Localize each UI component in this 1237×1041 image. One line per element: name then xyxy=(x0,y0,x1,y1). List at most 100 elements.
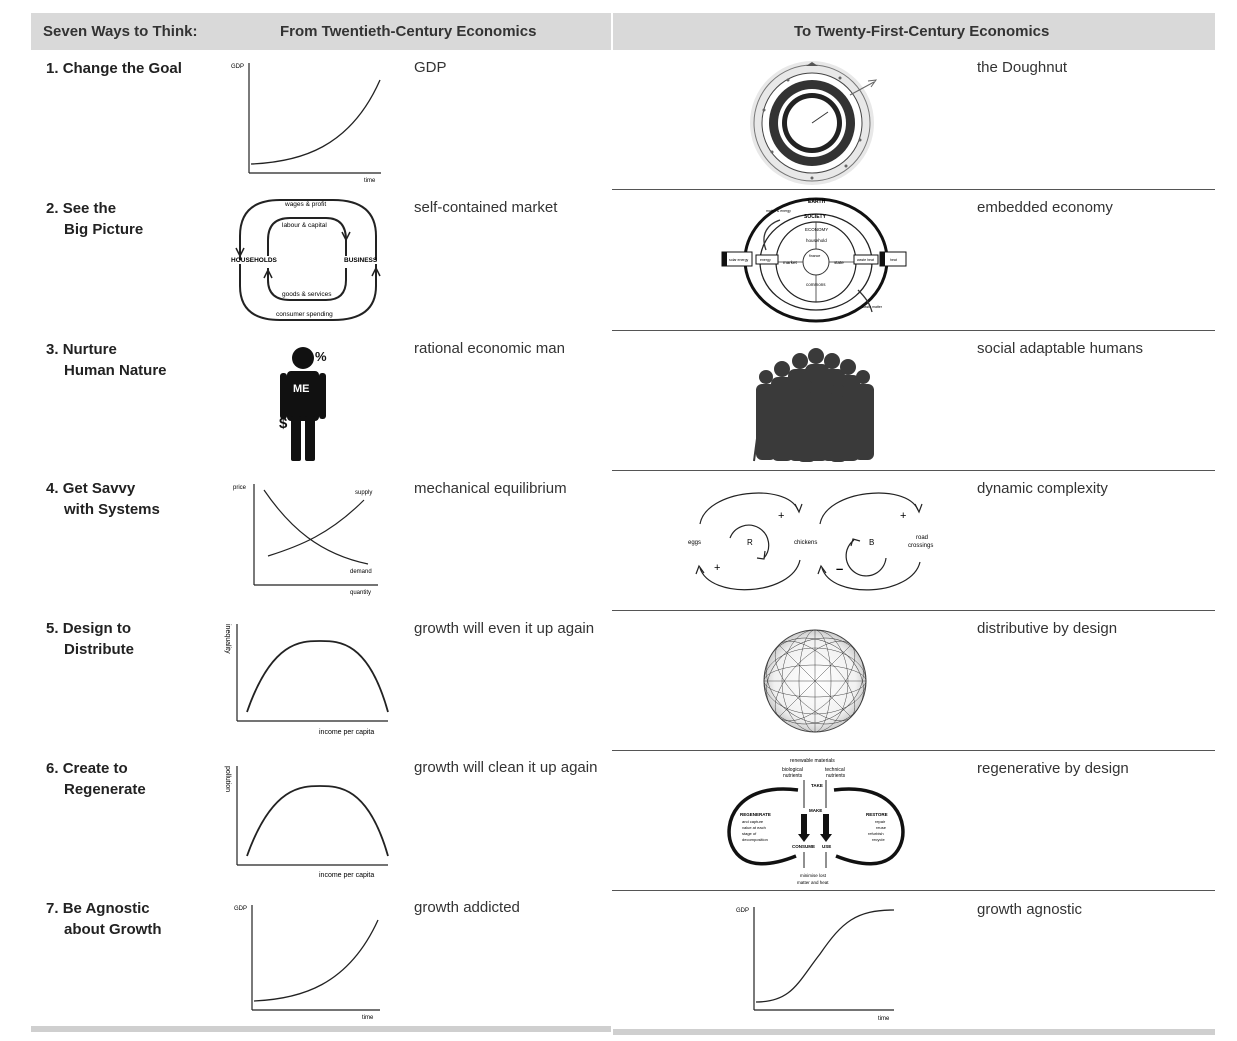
social-humans-crowd xyxy=(753,348,874,462)
gdp-chart-y-label: GDP xyxy=(231,64,244,70)
technical-nutrients-1: technical xyxy=(825,767,845,773)
row-7-new-label: growth agnostic xyxy=(977,901,1083,918)
row-7-title-line1: Be Agnostic xyxy=(62,900,150,917)
row-6-title: 6. Create to Regenerate xyxy=(46,758,146,800)
row-6-title-line2: Regenerate xyxy=(64,781,146,798)
row-5-title-line1: Design to xyxy=(62,620,132,637)
row-3-new-label: social adaptable humans xyxy=(977,340,1143,357)
regenerative-loop-diagram: renewable materials biological nutrients… xyxy=(727,758,905,885)
plus-sign-2: + xyxy=(714,562,720,574)
pollution-axis-label: pollution xyxy=(224,766,231,792)
pollution-curve xyxy=(246,785,389,857)
growth-addicted-curve xyxy=(253,919,379,1002)
row-4-title-line2: with Systems xyxy=(64,501,160,518)
growth-addicted-y-label: GDP xyxy=(234,906,247,912)
row-2-new-label: embedded economy xyxy=(977,199,1113,216)
heat-out-label: heat xyxy=(890,258,897,262)
inner-loop xyxy=(267,217,347,301)
eggs-label: eggs xyxy=(688,540,701,546)
outer-loop xyxy=(239,199,377,321)
row-4-number: 4. xyxy=(46,480,59,497)
row-3-title-line2: Human Nature xyxy=(64,362,167,379)
inequality-kuznets-chart: inequality income per capita xyxy=(224,624,389,736)
households-label: HOUSEHOLDS xyxy=(231,257,278,264)
inequality-x-label: income per capita xyxy=(319,729,374,736)
header-twentieth-century: From Twentieth-Century Economics xyxy=(280,23,537,40)
gdp-chart-x-label: time xyxy=(364,178,376,184)
take-label: TAKE xyxy=(811,783,823,788)
earth-label: EARTH xyxy=(808,199,826,205)
plus-sign-1: + xyxy=(778,510,784,522)
doughnut-diagram xyxy=(750,61,878,185)
restore-label: RESTORE xyxy=(866,812,888,817)
commons-label: commons xyxy=(806,282,826,287)
restore-desc-3: refurbish xyxy=(868,831,884,836)
supply-label: supply xyxy=(355,490,372,496)
header-seven-ways: Seven Ways to Think: xyxy=(43,23,198,40)
regenerate-desc-3: stage of xyxy=(742,831,757,836)
growth-agnostic-x-label: time xyxy=(878,1016,890,1022)
minimise-lost-2: matter and heat xyxy=(797,880,829,885)
header-twenty-first-century: To Twenty-First-Century Economics xyxy=(794,23,1050,40)
row-6-old-label: growth will clean it up again xyxy=(414,759,598,776)
restore-desc-2: reuse xyxy=(876,825,887,830)
row-divider xyxy=(612,330,1215,331)
header-bar-right xyxy=(613,13,1215,50)
renewable-materials-label: renewable materials xyxy=(790,758,835,764)
society-label: SOCIETY xyxy=(804,214,827,220)
row-4-new-label: dynamic complexity xyxy=(977,480,1108,497)
economy-label: ECONOMY xyxy=(805,227,828,232)
row-1-new-label: the Doughnut xyxy=(977,59,1068,76)
circular-flow-diagram: wages & profit labour & capital HOUSEHOL… xyxy=(231,199,381,321)
finance-label: finance xyxy=(809,254,820,258)
me-badge: ME xyxy=(293,383,310,395)
row-5-new-label: distributive by design xyxy=(977,620,1118,637)
regenerate-desc-4: decomposition xyxy=(742,837,768,842)
gdp-growth-chart: GDP time xyxy=(231,63,381,184)
supply-demand-chart: price supply demand quantity xyxy=(233,484,378,596)
row-1-title: 1. Change the Goal xyxy=(46,58,182,79)
growth-addicted-chart: GDP time xyxy=(234,905,380,1021)
biological-nutrients-2: nutrients xyxy=(783,773,803,779)
plus-sign-3: + xyxy=(900,510,906,522)
feedback-loops-diagram: eggs chickens road crossings R B + + + – xyxy=(688,492,933,591)
supply-curve xyxy=(267,499,365,557)
minus-sign: – xyxy=(836,561,843,576)
make-label: MAKE xyxy=(809,808,822,813)
road-crossings-label-2: crossings xyxy=(908,543,933,549)
row-divider xyxy=(612,750,1215,751)
row-1-old-label: GDP xyxy=(414,59,447,76)
energy-in-label: energy xyxy=(760,258,771,262)
consume-label: CONSUME xyxy=(792,844,815,849)
matter-energy-label: matter & energy xyxy=(766,209,791,213)
growth-agnostic-y-label: GDP xyxy=(736,908,749,914)
balancing-loop-label: B xyxy=(869,538,874,547)
minimise-lost-1: minimise lost xyxy=(800,873,827,878)
waste-matter-label: waste matter xyxy=(862,305,883,309)
row-2-title-line2: Big Picture xyxy=(64,221,144,238)
quantity-axis-label: quantity xyxy=(350,590,371,596)
row-divider xyxy=(612,470,1215,471)
growth-addicted-x-label: time xyxy=(362,1015,374,1021)
growth-agnostic-curve xyxy=(755,909,895,1003)
demand-curve xyxy=(263,489,369,565)
row-2-number: 2. xyxy=(46,200,59,217)
use-label: USE xyxy=(822,844,831,849)
inequality-curve xyxy=(246,640,389,713)
row-4-title-line1: Get Savvy xyxy=(62,480,136,497)
solar-energy-label: solar energy xyxy=(729,258,749,262)
row-3-title-line1: Nurture xyxy=(62,341,117,358)
row-3-number: 3. xyxy=(46,341,59,358)
rational-economic-man-figure: ME % $ xyxy=(279,347,327,461)
row-5-title: 5. Design to Distribute xyxy=(46,618,134,660)
row-divider xyxy=(612,610,1215,611)
gdp-chart-curve xyxy=(250,79,381,165)
restore-desc-1: repair xyxy=(875,819,886,824)
market-label: market xyxy=(783,260,798,265)
price-axis-label: price xyxy=(233,485,247,491)
consumer-spending-label: consumer spending xyxy=(276,311,333,318)
row-3-title: 3. Nurture Human Nature xyxy=(46,339,167,381)
row-divider xyxy=(612,189,1215,190)
row-6-title-line1: Create to xyxy=(62,760,128,777)
wages-profit-label: wages & profit xyxy=(284,201,326,208)
